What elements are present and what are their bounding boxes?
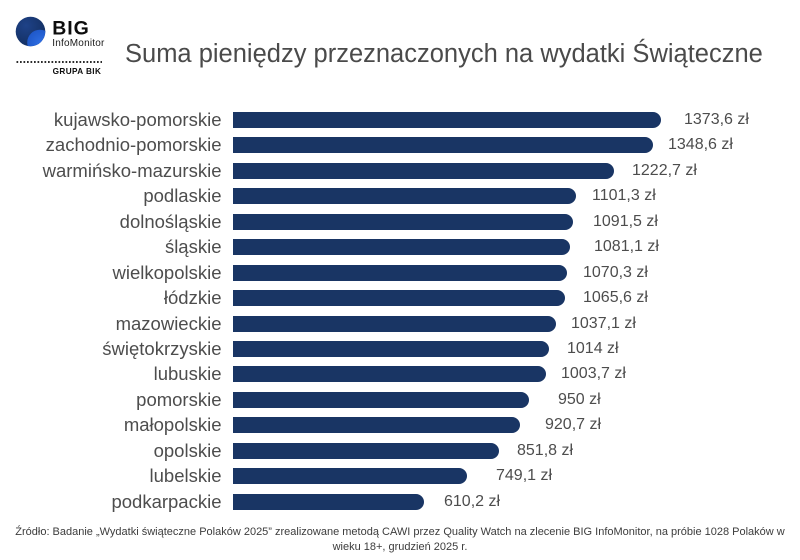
svg-text:BIG: BIG xyxy=(52,18,89,40)
svg-text:GRUPA BIK: GRUPA BIK xyxy=(53,67,102,76)
svg-text:InfoMonitor: InfoMonitor xyxy=(52,38,105,49)
